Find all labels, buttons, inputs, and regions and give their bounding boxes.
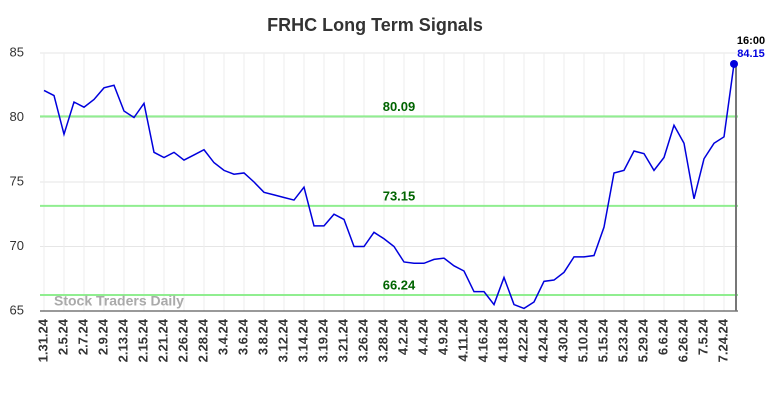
price-line	[43, 63, 735, 310]
x-tick-label: 2.15.24	[135, 318, 150, 362]
y-tick-label: 70	[10, 238, 24, 253]
y-tick-label: 75	[10, 173, 24, 188]
x-tick-label: 3.26.24	[355, 318, 370, 362]
level-label: 73.15	[383, 188, 416, 203]
last-point	[730, 59, 738, 68]
x-tick-label: 7.24.24	[715, 318, 730, 362]
watermark: Stock Traders Daily	[54, 293, 184, 309]
x-tick-label: 3.21.24	[335, 318, 350, 362]
x-tick-label: 3.28.24	[375, 318, 390, 362]
x-tick-label: 3.6.24	[235, 318, 250, 355]
level-label: 80.09	[383, 99, 416, 114]
x-tick-label: 3.14.24	[295, 318, 310, 362]
x-tick-label: 3.12.24	[275, 318, 290, 362]
x-tick-label: 4.22.24	[515, 318, 530, 362]
x-tick-label: 1.31.24	[35, 318, 50, 362]
x-tick-label: 2.7.24	[75, 318, 90, 355]
x-tick-label: 4.18.24	[495, 318, 510, 362]
x-tick-label: 2.13.24	[115, 318, 130, 362]
x-tick-label: 4.2.24	[395, 318, 410, 355]
x-tick-label: 4.4.24	[415, 318, 430, 355]
chart-title: FRHC Long Term Signals	[267, 15, 483, 35]
x-tick-label: 7.5.24	[695, 318, 710, 355]
x-tick-label: 4.24.24	[535, 318, 550, 362]
x-tick-label: 5.29.24	[635, 318, 650, 362]
x-tick-label: 6.6.24	[655, 318, 670, 355]
y-tick-label: 85	[10, 44, 24, 59]
y-tick-label: 80	[10, 109, 24, 124]
x-tick-label: 2.21.24	[155, 318, 170, 362]
x-tick-label: 4.9.24	[435, 318, 450, 355]
x-tick-label: 4.11.24	[455, 318, 470, 361]
x-tick-label: 5.23.24	[615, 318, 630, 362]
last-value: 84.15	[737, 48, 765, 60]
x-tick-label: 4.16.24	[475, 318, 490, 362]
x-tick-label: 2.9.24	[95, 318, 110, 355]
x-tick-label: 3.4.24	[215, 318, 230, 355]
x-tick-label: 3.19.24	[315, 318, 330, 362]
x-tick-label: 6.26.24	[675, 318, 690, 362]
x-tick-label: 5.15.24	[595, 318, 610, 362]
x-tick-label: 3.8.24	[255, 318, 270, 355]
x-tick-label: 4.30.24	[555, 318, 570, 362]
x-tick-label: 2.26.24	[175, 318, 190, 362]
x-tick-label: 2.28.24	[195, 318, 210, 362]
x-tick-label: 2.5.24	[55, 318, 70, 355]
last-time: 16:00	[737, 35, 765, 47]
x-tick-label: 5.10.24	[575, 318, 590, 362]
level-label: 66.24	[383, 277, 416, 292]
y-tick-label: 65	[10, 302, 24, 317]
